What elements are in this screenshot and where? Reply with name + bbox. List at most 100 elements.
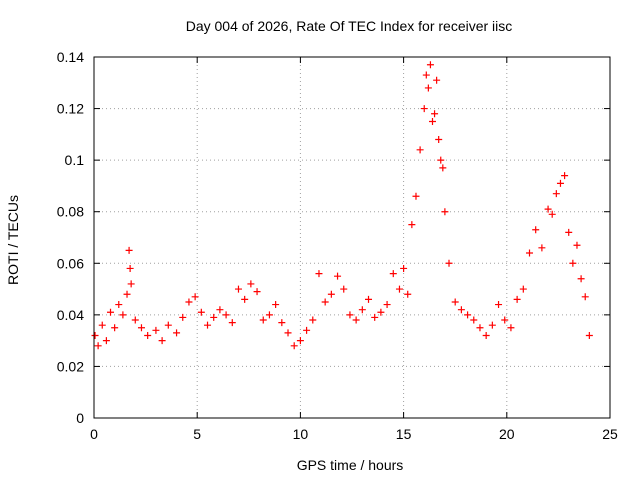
y-tick-label: 0.06	[57, 255, 84, 271]
data-point	[422, 71, 430, 79]
data-point	[513, 295, 521, 303]
data-point	[544, 205, 552, 213]
data-point	[526, 249, 534, 257]
data-point	[321, 298, 329, 306]
data-point	[519, 285, 527, 293]
data-point	[94, 342, 102, 350]
data-point	[358, 306, 366, 314]
data-point	[127, 280, 135, 288]
data-point	[164, 321, 172, 329]
data-point	[210, 313, 218, 321]
data-point	[495, 301, 503, 309]
x-tick-label: 0	[90, 426, 98, 442]
data-point	[383, 301, 391, 309]
data-point	[464, 311, 472, 319]
data-point	[303, 326, 311, 334]
data-point	[424, 84, 432, 92]
data-point	[197, 308, 205, 316]
data-point	[173, 329, 181, 337]
data-point	[451, 298, 459, 306]
data-point	[412, 192, 420, 200]
axis-ticks: 0 5 10 15 20 25 0 0.02 0.04 0.06 0.08 0.1 0.12 0.14	[57, 49, 618, 442]
data-point	[102, 337, 110, 345]
data-point	[253, 288, 261, 296]
data-point	[400, 264, 408, 272]
chart-title: Day 004 of 2026, Rate Of TEC Index for r…	[186, 18, 513, 34]
data-point	[259, 316, 267, 324]
data-point	[131, 316, 139, 324]
data-point	[426, 61, 434, 69]
data-point	[538, 244, 546, 252]
grid-lines	[94, 57, 610, 418]
data-point	[552, 190, 560, 198]
data-point	[437, 156, 445, 164]
y-tick-label: 0.02	[57, 358, 84, 374]
data-point	[327, 290, 335, 298]
y-axis-label: ROTI / TECUs	[5, 195, 21, 285]
data-point	[561, 172, 569, 180]
data-point	[247, 280, 255, 288]
data-point	[204, 321, 212, 329]
data-point	[365, 295, 373, 303]
x-tick-label: 5	[193, 426, 201, 442]
x-axis-label: GPS time / hours	[297, 457, 404, 473]
data-point	[569, 259, 577, 267]
data-point	[435, 136, 443, 144]
y-tick-label: 0.08	[57, 204, 84, 220]
data-point	[191, 293, 199, 301]
data-point	[123, 290, 131, 298]
data-point	[137, 324, 145, 332]
data-point	[340, 285, 348, 293]
data-point	[290, 342, 298, 350]
y-tick-label: 0	[76, 410, 84, 426]
data-point	[548, 210, 556, 218]
data-point	[265, 311, 273, 319]
data-point	[228, 319, 236, 327]
data-point	[457, 306, 465, 314]
data-point	[441, 208, 449, 216]
data-point	[144, 331, 152, 339]
data-point	[585, 331, 593, 339]
data-point	[565, 228, 573, 236]
data-point	[371, 313, 379, 321]
data-point	[126, 264, 134, 272]
data-point	[315, 270, 323, 278]
data-points	[91, 61, 593, 350]
data-point	[532, 226, 540, 234]
y-tick-label: 0.12	[57, 101, 84, 117]
data-point	[556, 179, 564, 187]
data-point	[284, 329, 292, 337]
data-point	[501, 316, 509, 324]
data-point	[395, 285, 403, 293]
data-point	[222, 311, 230, 319]
data-point	[404, 290, 412, 298]
y-tick-label: 0.04	[57, 307, 84, 323]
data-point	[482, 331, 490, 339]
data-point	[389, 270, 397, 278]
data-point	[352, 316, 360, 324]
data-point	[98, 321, 106, 329]
data-point	[416, 146, 424, 154]
data-point	[488, 321, 496, 329]
x-tick-label: 15	[396, 426, 412, 442]
data-point	[408, 221, 416, 229]
x-tick-label: 20	[499, 426, 515, 442]
data-point	[107, 308, 115, 316]
data-point	[431, 110, 439, 118]
data-point	[272, 301, 280, 309]
data-point	[241, 295, 249, 303]
data-point	[573, 241, 581, 249]
data-point	[179, 313, 187, 321]
data-point	[296, 337, 304, 345]
data-point	[278, 319, 286, 327]
data-point	[91, 331, 99, 339]
data-point	[125, 246, 133, 254]
data-point	[507, 324, 515, 332]
data-point	[152, 326, 160, 334]
data-point	[119, 311, 127, 319]
y-tick-label: 0.1	[65, 152, 85, 168]
data-point	[111, 324, 119, 332]
y-tick-label: 0.14	[57, 49, 84, 65]
data-point	[115, 301, 123, 309]
x-tick-label: 10	[293, 426, 309, 442]
